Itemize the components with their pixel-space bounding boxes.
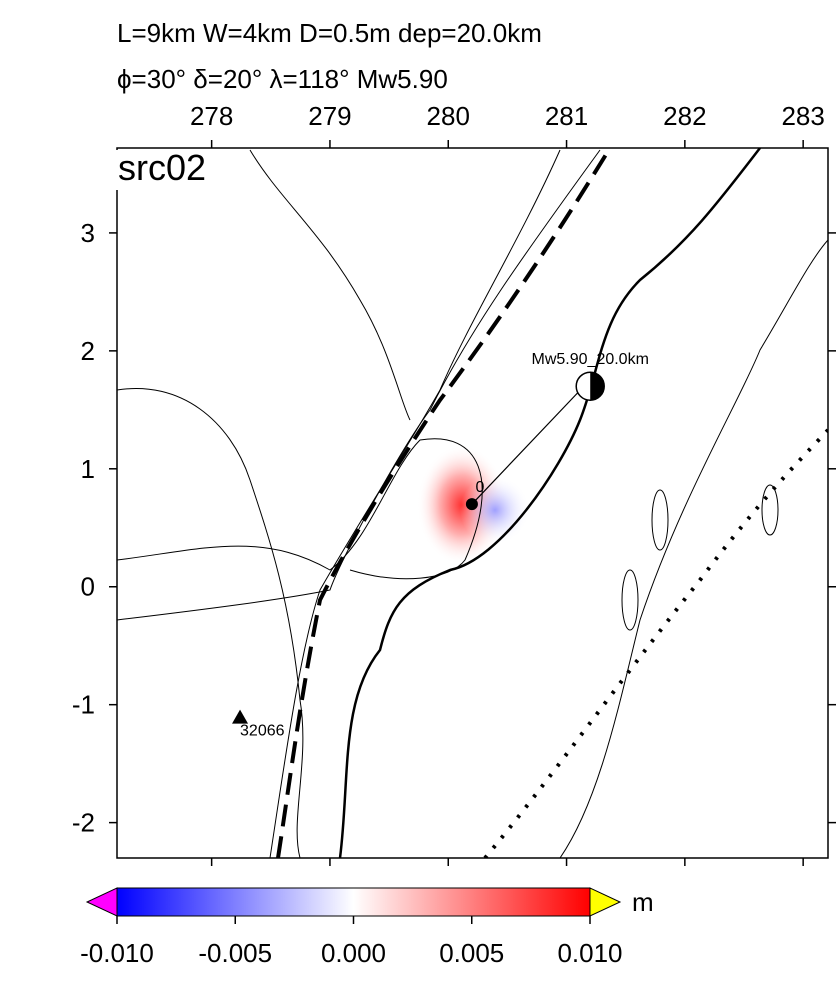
label-box (112, 150, 224, 190)
trench (276, 148, 612, 858)
mechanism-quadrant (590, 372, 605, 401)
colorbar (116, 887, 591, 917)
y-tick-label: -2 (72, 808, 95, 838)
colorbar-low (85, 887, 118, 917)
colorbar-tick-label: 0.005 (439, 938, 504, 968)
y-tick-label: 1 (81, 454, 95, 484)
contour (651, 489, 669, 551)
contour (761, 484, 779, 536)
x-tick-label: 283 (781, 101, 824, 131)
coastline (338, 148, 761, 858)
contour (621, 569, 639, 631)
mechanism-label: Mw5.90_20.0km (532, 351, 649, 368)
title-line2: ϕ=30° δ=20° λ=118° Mw5.90 (117, 64, 448, 94)
colorbar-tick-label: -0.010 (80, 938, 154, 968)
map-layers (117, 148, 828, 858)
map-label: src02 (118, 147, 206, 188)
x-tick-label: 278 (190, 101, 233, 131)
contour-label: 0 (475, 479, 484, 496)
epicenter (465, 498, 478, 511)
y-tick-label: -1 (72, 690, 95, 720)
contour (249, 149, 411, 421)
x-tick-label: 282 (663, 101, 706, 131)
station (232, 709, 249, 724)
colorbar-tick-label: -0.005 (198, 938, 272, 968)
colorbar-high (589, 887, 622, 917)
y-tick-label: 0 (81, 572, 95, 602)
contour (559, 239, 828, 858)
x-tick-label: 281 (545, 101, 588, 131)
contour (117, 388, 304, 858)
y-tick-label: 2 (81, 336, 95, 366)
colorbar-unit: m (632, 887, 654, 917)
colorbar-tick-label: 0.010 (557, 938, 622, 968)
colorbar-tick-label: 0.000 (321, 938, 386, 968)
contour (269, 149, 561, 858)
map-frame (116, 147, 829, 859)
x-tick-label: 280 (427, 101, 470, 131)
station-label: 32066 (240, 723, 285, 740)
connector (471, 391, 579, 505)
x-tick-label: 279 (308, 101, 351, 131)
title-line1: L=9km W=4km D=0.5m dep=20.0km (117, 18, 542, 48)
y-tick-label: 3 (81, 218, 95, 248)
